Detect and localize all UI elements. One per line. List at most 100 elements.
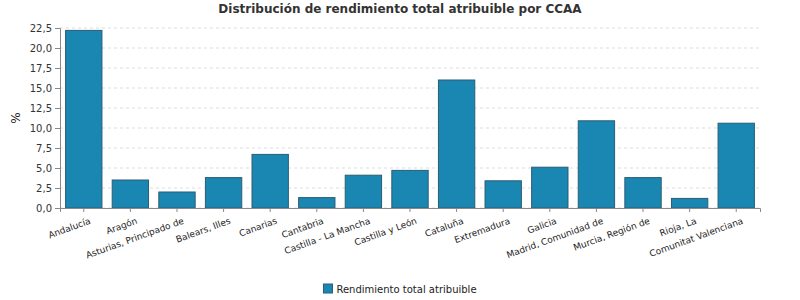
x-tick-mark bbox=[549, 208, 550, 212]
y-tick: 10,0 bbox=[30, 123, 60, 134]
bar bbox=[252, 154, 288, 208]
y-tick-mark bbox=[55, 128, 60, 129]
x-tick: Aragón bbox=[105, 208, 139, 236]
bar bbox=[625, 178, 661, 208]
y-tick-mark bbox=[55, 208, 60, 209]
y-tick-label: 15,0 bbox=[30, 83, 52, 94]
legend-label: Rendimiento total atribuible bbox=[336, 284, 476, 295]
y-axis-line bbox=[55, 29, 61, 209]
y-tick-label: 7,5 bbox=[36, 143, 52, 154]
bar bbox=[438, 80, 474, 208]
x-tick-label: Asturias, Principado de bbox=[85, 216, 186, 261]
bar bbox=[532, 167, 568, 208]
x-tick-label: Castilla y León bbox=[353, 216, 418, 248]
x-tick: Madrid, Comunidad de bbox=[505, 208, 605, 260]
y-tick-label: 0,0 bbox=[36, 203, 52, 214]
x-tick-label: Comunitat Valenciana bbox=[648, 216, 744, 259]
x-axis-line bbox=[61, 209, 761, 213]
y-tick-mark bbox=[55, 188, 60, 189]
y-tick-mark bbox=[55, 28, 60, 29]
grid-line bbox=[60, 28, 760, 29]
x-tick-label: Andalucía bbox=[47, 216, 92, 241]
y-tick-label: 20,0 bbox=[30, 43, 52, 54]
chart-svg: Distribución de rendimiento total atribu… bbox=[0, 0, 800, 300]
grid-line bbox=[60, 128, 760, 129]
bar bbox=[66, 30, 102, 208]
bar bbox=[578, 121, 614, 208]
y-tick: 0,0 bbox=[36, 203, 60, 214]
y-tick-mark bbox=[55, 68, 60, 69]
bar bbox=[205, 178, 241, 208]
y-tick: 15,0 bbox=[30, 83, 60, 94]
y-tick-label: 17,5 bbox=[30, 63, 52, 74]
legend-swatch bbox=[323, 284, 332, 293]
y-tick-label: 5,0 bbox=[36, 163, 52, 174]
x-tick-label: Canarias bbox=[238, 216, 279, 239]
grid-line bbox=[60, 88, 760, 89]
x-tick: Murcia, Región de bbox=[572, 208, 652, 253]
x-tick-mark bbox=[270, 208, 271, 212]
y-tick-mark bbox=[55, 48, 60, 49]
x-tick-mark bbox=[316, 208, 317, 212]
chart-container: Distribución de rendimiento total atribu… bbox=[0, 0, 800, 300]
bar bbox=[345, 175, 381, 208]
y-tick-mark bbox=[55, 108, 60, 109]
x-tick: Canarias bbox=[238, 208, 279, 239]
x-tick-mark bbox=[176, 208, 177, 212]
grid-line bbox=[60, 48, 760, 49]
x-tick-mark bbox=[503, 208, 504, 212]
x-tick-mark bbox=[643, 208, 644, 212]
y-tick-label: 12,5 bbox=[30, 103, 52, 114]
y-tick-label: 22,5 bbox=[30, 23, 52, 34]
x-tick-mark bbox=[130, 208, 131, 212]
x-tick-label: Balears, Illes bbox=[175, 216, 232, 245]
bar bbox=[112, 180, 148, 208]
y-tick-mark bbox=[55, 148, 60, 149]
x-tick-mark bbox=[410, 208, 411, 212]
grid bbox=[60, 28, 760, 208]
x-tick-mark bbox=[223, 208, 224, 212]
y-tick-label: 10,0 bbox=[30, 123, 52, 134]
y-axis-title: % bbox=[9, 112, 23, 123]
x-tick: Comunitat Valenciana bbox=[648, 208, 744, 259]
x-tick-mark bbox=[363, 208, 364, 212]
grid-line bbox=[60, 108, 760, 109]
x-tick: Galicia bbox=[526, 208, 558, 236]
y-tick: 12,5 bbox=[30, 103, 60, 114]
y-tick: 7,5 bbox=[36, 143, 60, 154]
x-tick-mark bbox=[689, 208, 690, 212]
y-tick-mark bbox=[55, 88, 60, 89]
plot-area: 0,0 2,5 5,0 7,5 10,0 12,5 15,0 17,5 20,0 22,5 Anda… bbox=[30, 23, 761, 261]
x-tick: Andalucía bbox=[47, 208, 92, 240]
x-tick: Castilla - La Mancha bbox=[283, 208, 372, 256]
y-tick-label: 2,5 bbox=[36, 183, 52, 194]
y-tick: 2,5 bbox=[36, 183, 60, 194]
x-tick-mark bbox=[83, 208, 84, 212]
bar bbox=[671, 198, 707, 208]
x-tick: Balears, Illes bbox=[175, 208, 232, 245]
x-tick: Extremadura bbox=[453, 208, 511, 245]
grid-line bbox=[60, 148, 760, 149]
grid-line bbox=[60, 168, 760, 169]
x-tick-mark bbox=[596, 208, 597, 212]
y-tick: 17,5 bbox=[30, 63, 60, 74]
y-tick: 22,5 bbox=[30, 23, 60, 34]
x-tick-mark bbox=[736, 208, 737, 212]
x-tick: Asturias, Principado de bbox=[85, 208, 186, 261]
legend-item: Rendimiento total atribuible bbox=[323, 284, 476, 295]
bar bbox=[299, 198, 335, 208]
y-axis: 0,0 2,5 5,0 7,5 10,0 12,5 15,0 17,5 20,0 22,5 bbox=[30, 23, 61, 214]
bar bbox=[485, 181, 521, 208]
x-tick-label: Murcia, Región de bbox=[572, 216, 652, 253]
y-tick-mark bbox=[55, 168, 60, 169]
bar bbox=[392, 170, 428, 208]
y-tick: 20,0 bbox=[30, 43, 60, 54]
x-tick: Castilla y León bbox=[353, 208, 418, 248]
chart-title: Distribución de rendimiento total atribu… bbox=[218, 2, 582, 16]
x-tick-mark bbox=[456, 208, 457, 212]
bars bbox=[66, 30, 755, 208]
y-tick: 5,0 bbox=[36, 163, 60, 174]
bar bbox=[718, 123, 754, 208]
grid-line bbox=[60, 68, 760, 69]
bar bbox=[159, 192, 195, 208]
